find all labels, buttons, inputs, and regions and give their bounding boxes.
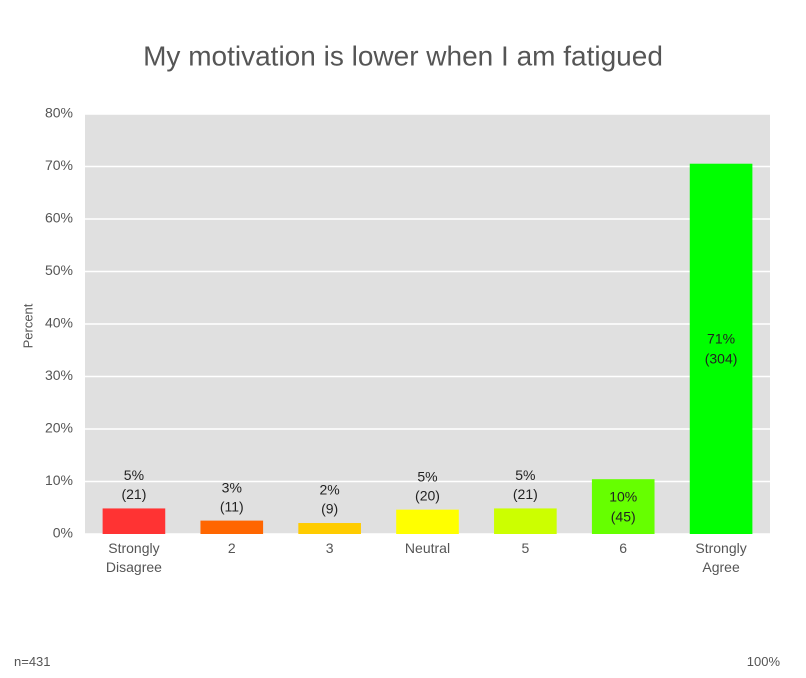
x-tick-label: Strongly Disagree	[105, 540, 162, 575]
count-label: (45)	[611, 508, 636, 524]
value-label: 2%	[320, 482, 340, 498]
value-label: 10%	[609, 488, 637, 504]
bar	[396, 509, 459, 534]
y-tick-label: 20%	[45, 420, 73, 436]
bar	[102, 508, 166, 534]
bar	[689, 163, 753, 534]
value-label: 5%	[417, 468, 437, 484]
count-label: (21)	[513, 486, 538, 502]
y-tick-label: 60%	[45, 210, 73, 226]
bar	[298, 523, 361, 534]
y-tick-label: 30%	[45, 367, 73, 383]
total: 100%	[746, 654, 780, 669]
count-label: (21)	[121, 486, 146, 502]
count-label: (11)	[220, 498, 244, 514]
x-tick-label: 6	[619, 540, 628, 556]
y-tick-label: 50%	[45, 262, 73, 278]
value-label: 5%	[124, 467, 144, 483]
y-axis-label: Percent	[20, 303, 35, 348]
y-tick-label: 10%	[45, 472, 73, 488]
value-label: 3%	[222, 479, 242, 495]
y-tick-label: 0%	[53, 525, 73, 541]
x-tick-label: 2	[227, 540, 236, 556]
x-tick-label: Strongly Agree	[695, 540, 747, 575]
y-tick-label: 80%	[45, 105, 73, 121]
value-label: 5%	[515, 467, 535, 483]
count-label: (20)	[415, 487, 440, 503]
chart-title: My motivation is lower when I am fatigue…	[143, 40, 663, 71]
x-tick-label: 3	[325, 540, 334, 556]
bar	[591, 479, 655, 534]
value-label: 71%	[707, 331, 735, 347]
count-label: (9)	[321, 501, 338, 517]
bar	[494, 508, 557, 534]
x-tick-label: Neutral	[404, 540, 451, 556]
bar	[200, 520, 264, 534]
x-tick-label: 5	[521, 540, 530, 556]
y-tick-label: 40%	[45, 315, 73, 331]
y-tick-label: 70%	[45, 157, 73, 173]
sample-size: n=431	[14, 654, 51, 669]
count-label: (304)	[705, 351, 738, 367]
